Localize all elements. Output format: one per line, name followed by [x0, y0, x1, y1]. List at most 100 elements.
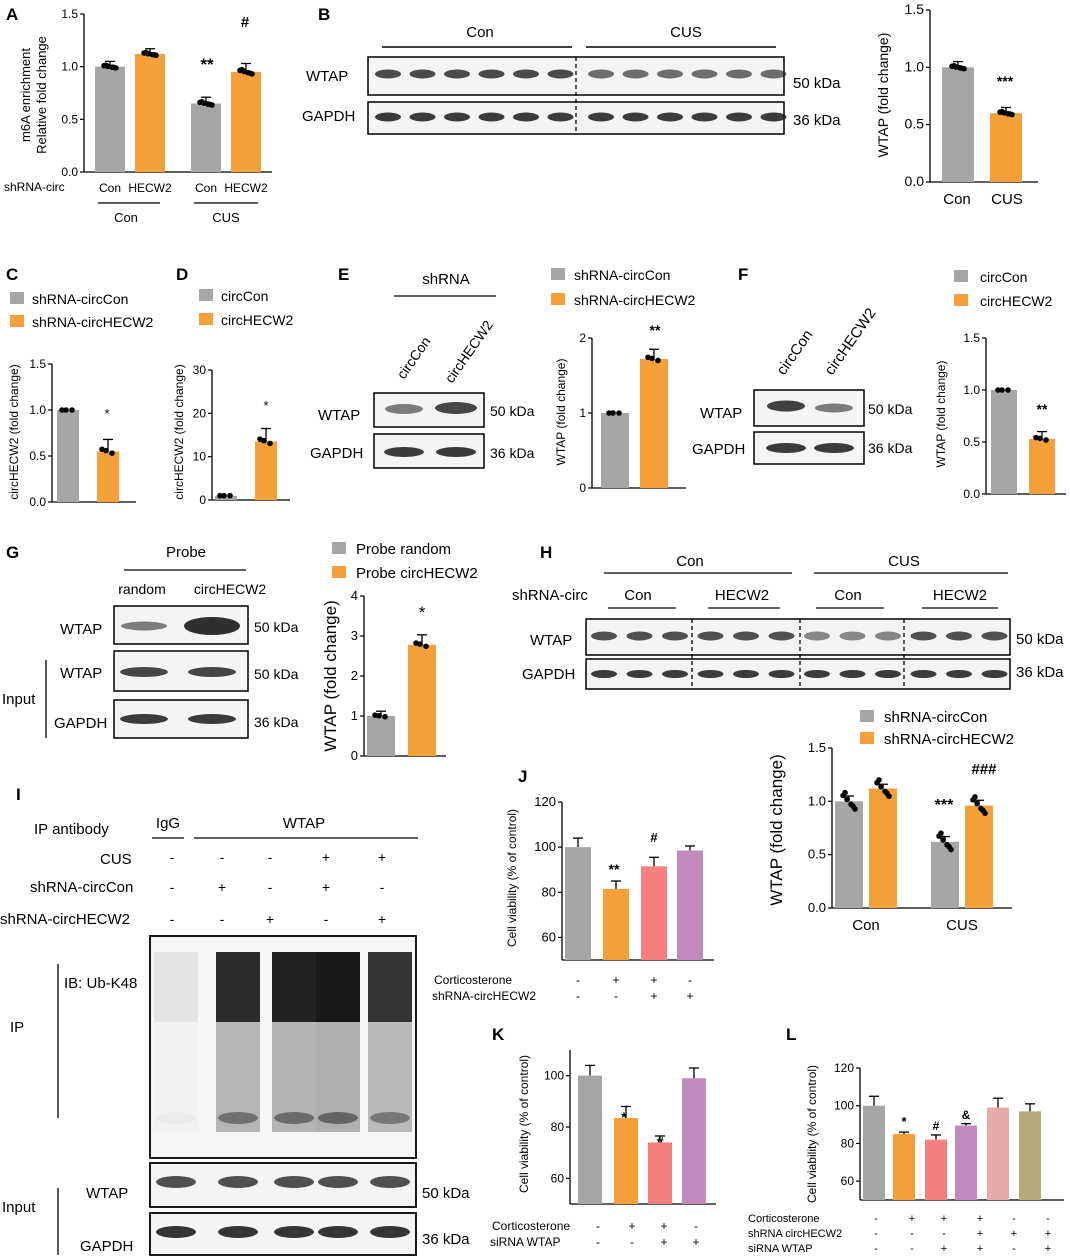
panel-i-smear-band — [274, 1112, 314, 1124]
panel-l-tick-label: 60 — [841, 1174, 855, 1188]
panel-h-data-point — [878, 783, 884, 790]
panel-a-tick-label: 0.5 — [61, 112, 78, 126]
panel-b-data-point — [1005, 110, 1011, 117]
panel-c-data-point — [63, 407, 69, 413]
panel-h-wtap-band — [804, 631, 830, 641]
panel-b-wtap-band — [478, 69, 505, 79]
panel-c-data-point — [109, 450, 115, 456]
panel-f-tick-label: 1.5 — [963, 331, 980, 345]
panel-b-gapdh-band — [760, 112, 787, 122]
panel-b-kda: 50 kDa — [793, 75, 841, 92]
panel-j-signs: - + + - - - + + — [576, 973, 694, 1003]
panel-i-row-label: shRNA-circCon — [30, 879, 133, 896]
panel-g-gapdh-band — [188, 714, 236, 724]
panel-j-ylabel: Cell viability (% of control) — [505, 809, 519, 947]
panel-b-bands — [375, 69, 787, 122]
panel-d-legend-label: circCon — [221, 288, 268, 304]
panel-f-lane-label: circCon — [773, 327, 816, 378]
panel-c-legend-label: shRNA-circCon — [32, 291, 128, 307]
panel-f-data-point — [1005, 387, 1011, 393]
panel-a-bar — [95, 66, 125, 172]
panel-h-bar — [835, 801, 863, 908]
panel-f-kda: 50 kDa — [868, 401, 913, 417]
panel-h-kda: 50 kDa — [1016, 631, 1064, 648]
panel-l-star: & — [962, 1108, 971, 1122]
panel-l-sign: - — [1012, 1243, 1016, 1255]
panel-l-bar — [987, 1107, 1009, 1200]
panel-f-star: ** — [1037, 401, 1048, 417]
panel-b-wtap-band — [375, 69, 401, 79]
panel-b-wtap-band — [622, 69, 649, 79]
panel-h-gapdh-band — [591, 670, 617, 678]
panel-e-gapdh-band — [384, 447, 424, 457]
panel-d-ylabel: circHECW2 (fold change) — [172, 364, 186, 499]
panel-b-wtap-band — [691, 69, 718, 79]
panel-b-bar — [942, 67, 974, 182]
panel-e-tick-label: 0 — [579, 481, 586, 495]
panel-d-legend-swatch — [199, 289, 213, 301]
panel-a-bar-label: HECW2 — [224, 181, 268, 195]
panel-h-gapdh-band — [981, 670, 1008, 678]
panel-a-data-point — [205, 101, 211, 107]
panel-h-data-point — [938, 830, 944, 837]
panel-l-sign: + — [977, 1228, 983, 1240]
panel-a-data-point — [109, 64, 115, 70]
panel-i-ip-label: IP — [10, 1019, 24, 1036]
panel-i-sign: - — [220, 911, 225, 927]
panel-k-bar — [682, 1078, 706, 1204]
panel-letter-k: K — [492, 1025, 505, 1044]
panel-g-input-band — [120, 667, 168, 677]
panel-j-bar — [565, 847, 591, 960]
panel-l-sign: + — [1045, 1243, 1051, 1255]
panel-g-row-label: WTAP — [60, 665, 102, 682]
panel-h-data-point — [972, 794, 978, 800]
panel-letter-j: J — [518, 767, 527, 786]
panel-b-wtap-band — [409, 69, 436, 79]
panel-l-ylabel: Cell viability (% of control) — [805, 1065, 819, 1203]
panel-h-subgroup: HECW2 — [715, 587, 769, 604]
panel-i-signs: - - - + + - + - + - - - + - + — [170, 849, 386, 927]
panel-e-bar — [640, 359, 668, 488]
panel-c-data-point — [59, 407, 65, 413]
panel-k-star: * — [621, 1109, 627, 1125]
panel-d-legend-swatch — [199, 313, 213, 325]
panel-f-legend-swatch — [954, 294, 968, 306]
panel-b-row-label: WTAP — [306, 68, 348, 85]
panel-b-xlabel: CUS — [991, 191, 1023, 208]
panel-b-tick-label: 0.0 — [905, 173, 925, 189]
panel-g-bands — [120, 617, 240, 724]
panel-l-sign: - — [942, 1228, 946, 1240]
panel-c-tick-label: 1.0 — [29, 403, 46, 417]
panel-a-data-point — [103, 62, 109, 69]
panel-letter-g: G — [6, 543, 19, 562]
panel-j-sign: - — [576, 973, 580, 987]
panel-h-wtap-band — [733, 631, 759, 641]
panel-h-wtap-band — [591, 631, 617, 641]
panel-i-kda: 36 kDa — [422, 1231, 470, 1248]
panel-g-pulldown-band — [184, 617, 240, 635]
panel-f-row-label: WTAP — [700, 405, 742, 422]
panel-e-data-point — [655, 357, 661, 364]
panel-d-star: * — [263, 398, 268, 413]
panel-k-tick-label: 60 — [551, 1171, 565, 1185]
panel-k-tick-label: 100 — [544, 1069, 564, 1083]
panel-j-row-label: Corticosterone — [434, 973, 512, 987]
panel-b-group-label: CUS — [670, 24, 702, 41]
panel-a-bar — [135, 54, 165, 172]
panel-i-sign: - — [170, 879, 175, 895]
panel-g-tick-label: 1 — [351, 708, 358, 723]
panel-j-bar — [641, 866, 667, 960]
panel-a-group-label: CUS — [212, 210, 240, 225]
panel-i-input-wtap-band — [156, 1176, 196, 1188]
panel-h-data-point — [982, 810, 988, 817]
panel-i-smear-dense — [272, 952, 316, 1022]
panel-h-star: ### — [971, 761, 997, 778]
panel-l-sign: + — [909, 1213, 915, 1225]
panel-j-tick-label: 60 — [542, 929, 556, 944]
panel-i-bands — [156, 1176, 410, 1238]
panel-b-xlabel: Con — [943, 191, 971, 208]
panel-h-star: *** — [935, 797, 954, 814]
panel-h-data-point — [842, 789, 848, 796]
panel-f-bar — [991, 390, 1017, 494]
panel-g-ylabel: WTAP (fold change) — [321, 600, 340, 752]
